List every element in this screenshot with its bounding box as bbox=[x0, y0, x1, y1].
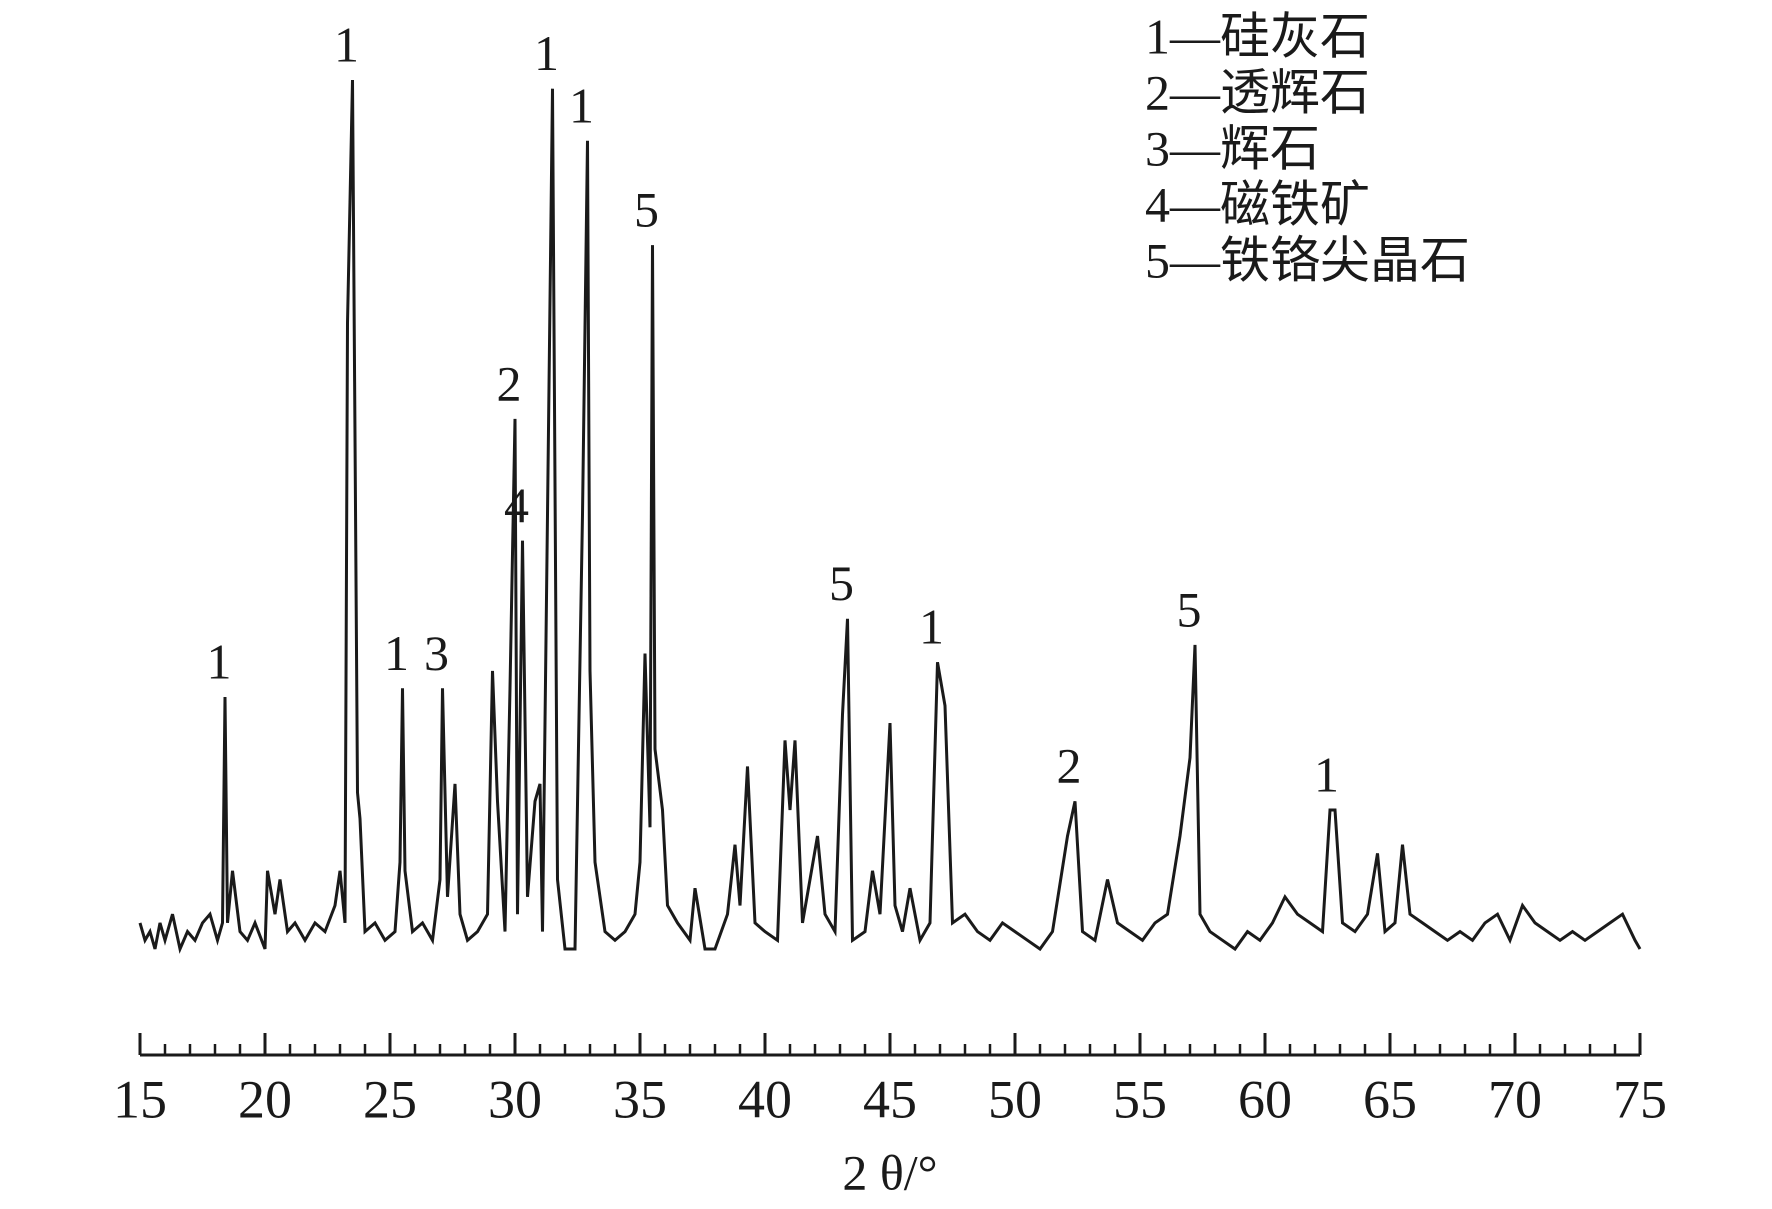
legend-entry: 3—辉石 bbox=[1145, 120, 1320, 176]
peak-label: 2 bbox=[1057, 738, 1082, 794]
peak-label: 5 bbox=[829, 555, 854, 611]
x-tick-label: 75 bbox=[1613, 1069, 1667, 1129]
peak-label: 1 bbox=[534, 25, 559, 81]
legend-entry: 5—铁铬尖晶石 bbox=[1145, 232, 1470, 288]
peak-label: 1 bbox=[207, 633, 232, 689]
x-tick-label: 65 bbox=[1363, 1069, 1417, 1129]
x-tick-label: 25 bbox=[363, 1069, 417, 1129]
x-tick-label: 35 bbox=[613, 1069, 667, 1129]
peak-label: 5 bbox=[1177, 581, 1202, 637]
x-tick-label: 20 bbox=[238, 1069, 292, 1129]
x-tick-label: 50 bbox=[988, 1069, 1042, 1129]
peak-label: 5 bbox=[634, 182, 659, 238]
peak-label: 2 bbox=[497, 355, 522, 411]
x-tick-label: 60 bbox=[1238, 1069, 1292, 1129]
peak-label: 1 bbox=[384, 625, 409, 681]
xrd-line bbox=[138, 79, 1642, 954]
peak-label: 1 bbox=[334, 16, 359, 72]
peak-label: 1 bbox=[1314, 746, 1339, 802]
legend-entry: 4—磁铁矿 bbox=[1145, 176, 1370, 232]
peak-label: 1 bbox=[569, 77, 594, 133]
x-tick-label: 55 bbox=[1113, 1069, 1167, 1129]
x-axis-title: 2 θ/° bbox=[842, 1144, 937, 1200]
peak-label: 3 bbox=[424, 625, 449, 681]
legend-entry: 2—透辉石 bbox=[1145, 64, 1370, 120]
x-tick-label: 15 bbox=[113, 1069, 167, 1129]
x-tick-label: 45 bbox=[863, 1069, 917, 1129]
peak-label: 4 bbox=[504, 477, 529, 533]
x-tick-label: 40 bbox=[738, 1069, 792, 1129]
x-tick-label: 30 bbox=[488, 1069, 542, 1129]
peak-label: 1 bbox=[919, 599, 944, 655]
x-tick-label: 70 bbox=[1488, 1069, 1542, 1129]
legend-entry: 1—硅灰石 bbox=[1145, 8, 1370, 64]
